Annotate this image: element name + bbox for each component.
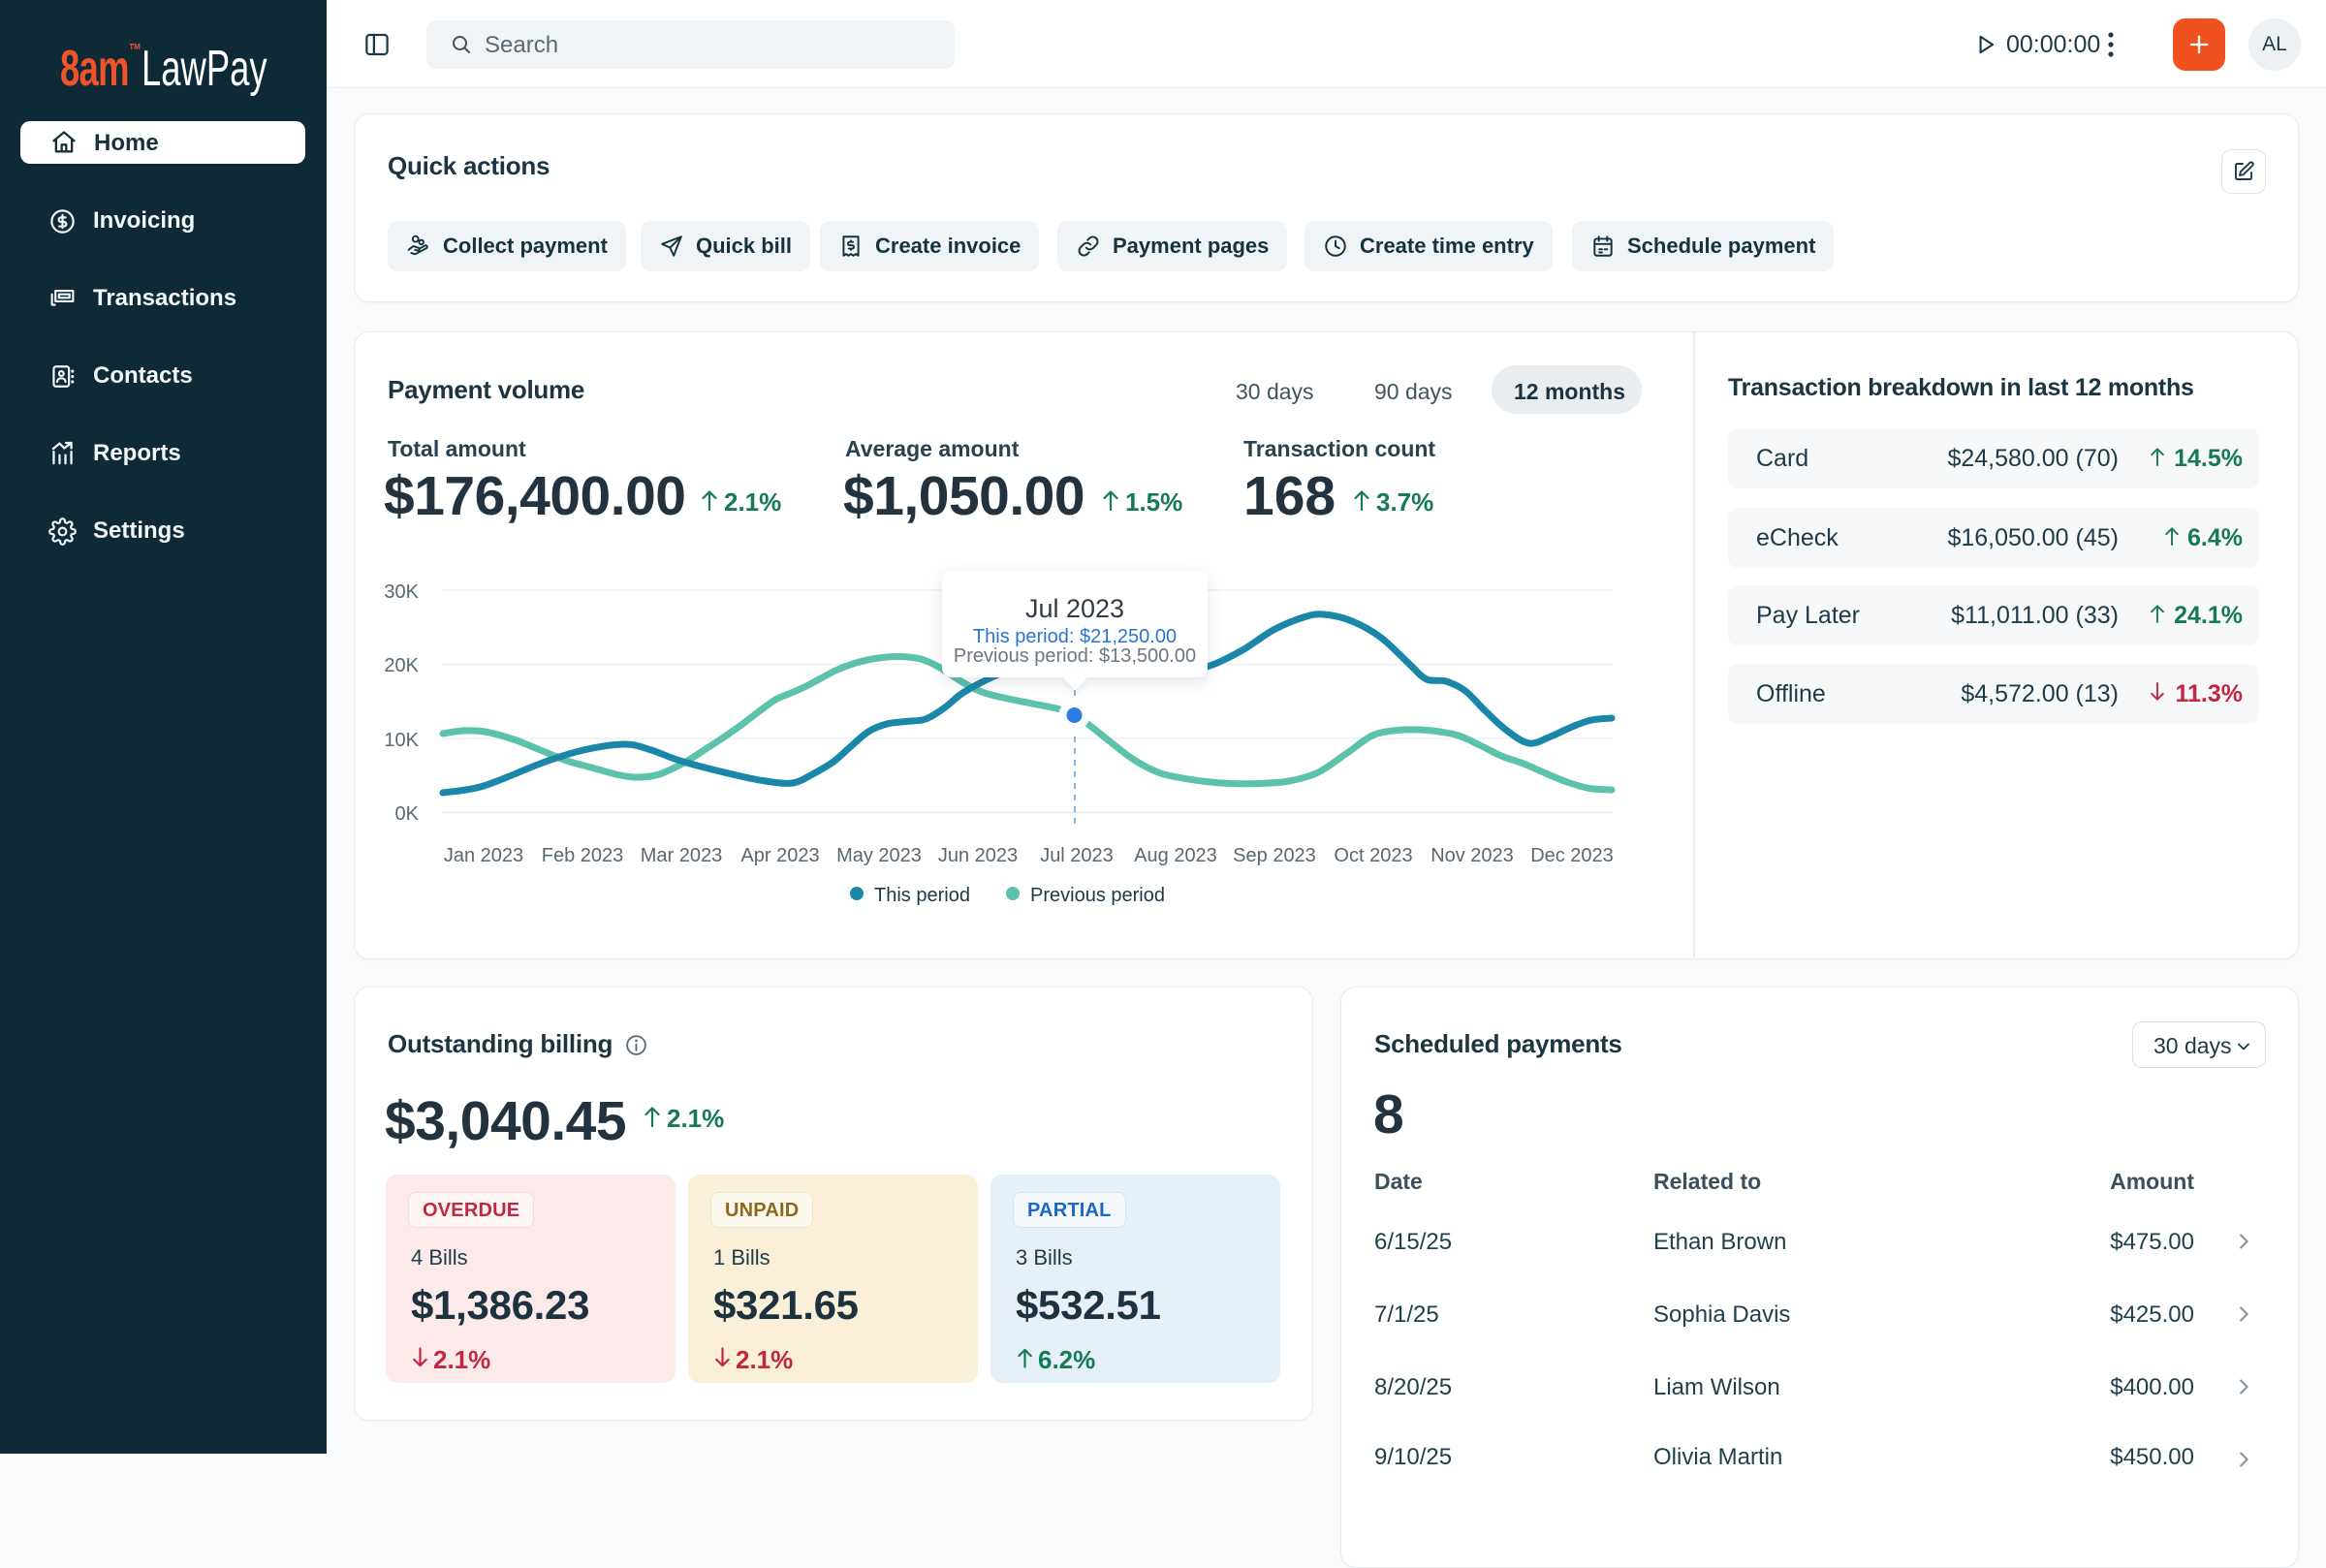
svg-text:This period: This period	[874, 885, 970, 906]
svg-text:Aug 2023: Aug 2023	[1134, 845, 1217, 866]
svg-text:Mar 2023: Mar 2023	[641, 845, 723, 866]
svg-text:Jul 2023: Jul 2023	[1040, 845, 1114, 866]
svg-text:Jan 2023: Jan 2023	[444, 845, 523, 866]
svg-text:May 2023: May 2023	[836, 845, 922, 866]
svg-text:Dec 2023: Dec 2023	[1530, 845, 1614, 866]
svg-text:Nov 2023: Nov 2023	[1430, 845, 1514, 866]
svg-text:20K: 20K	[384, 655, 419, 676]
svg-text:30K: 30K	[384, 581, 419, 603]
svg-text:Oct 2023: Oct 2023	[1334, 845, 1412, 866]
svg-text:Jun 2023: Jun 2023	[938, 845, 1018, 866]
svg-text:Sep 2023: Sep 2023	[1233, 845, 1316, 866]
svg-text:10K: 10K	[384, 730, 419, 751]
svg-text:Previous period: Previous period	[1030, 885, 1165, 906]
svg-text:0K: 0K	[395, 803, 420, 825]
svg-text:Apr 2023: Apr 2023	[740, 845, 819, 866]
svg-text:Feb 2023: Feb 2023	[542, 845, 624, 866]
